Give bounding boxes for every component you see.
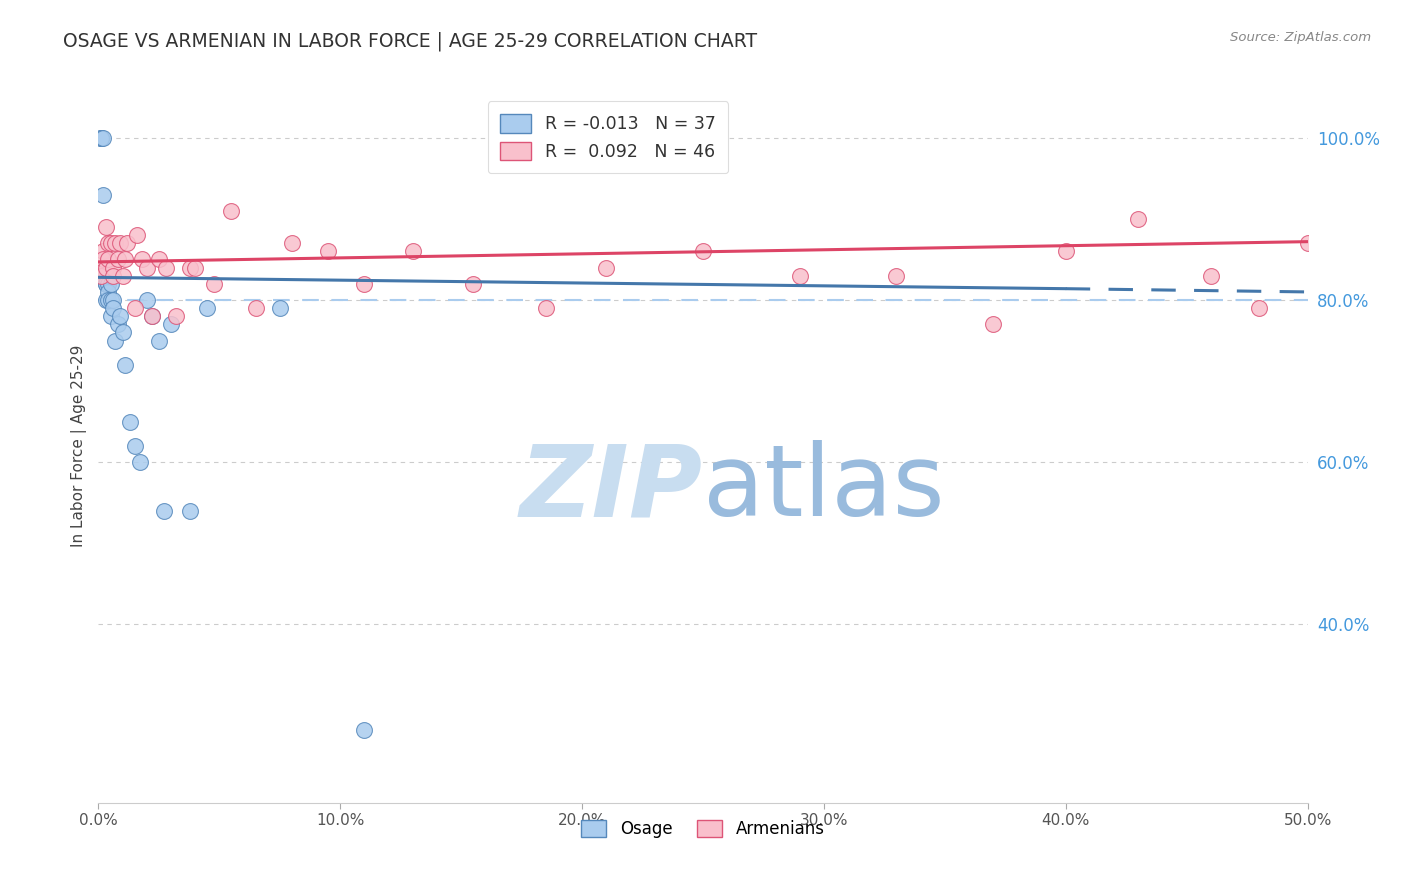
Point: [111, 326, 134, 340]
Point: [886, 268, 908, 283]
Point: [1296, 236, 1319, 251]
Point: [104, 334, 127, 348]
Point: [141, 310, 163, 324]
Point: [97, 293, 120, 307]
Point: [127, 228, 149, 243]
Point: [135, 293, 157, 307]
Point: [100, 277, 122, 291]
Point: [463, 277, 485, 291]
Point: [204, 277, 226, 291]
Point: [316, 244, 339, 259]
Point: [101, 293, 124, 307]
Legend: Osage, Armenians: Osage, Armenians: [571, 810, 835, 848]
Point: [981, 318, 1004, 332]
Point: [94, 277, 117, 291]
Point: [160, 318, 183, 332]
Point: [94, 277, 117, 291]
Point: [94, 293, 117, 307]
Point: [97, 277, 120, 291]
Point: [124, 301, 146, 315]
Point: [1054, 244, 1077, 259]
Point: [353, 723, 375, 737]
Point: [245, 301, 267, 315]
Point: [100, 268, 122, 283]
Point: [1199, 268, 1222, 283]
Point: [91, 268, 114, 283]
Point: [1128, 211, 1150, 226]
Point: [94, 260, 117, 275]
Point: [789, 268, 811, 283]
Text: atlas: atlas: [703, 441, 945, 537]
Point: [155, 260, 177, 275]
Y-axis label: In Labor Force | Age 25-29: In Labor Force | Age 25-29: [72, 345, 87, 547]
Point: [179, 260, 201, 275]
Point: [97, 236, 120, 251]
Point: [179, 504, 201, 518]
Point: [141, 310, 163, 324]
Point: [165, 310, 187, 324]
Point: [114, 358, 136, 372]
Point: [184, 260, 207, 275]
Point: [269, 301, 291, 315]
Point: [692, 244, 714, 259]
Point: [402, 244, 425, 259]
Point: [148, 252, 170, 267]
Point: [108, 236, 131, 251]
Point: [114, 252, 136, 267]
Point: [90, 268, 112, 283]
Point: [97, 285, 120, 299]
Point: [91, 252, 114, 267]
Point: [118, 415, 141, 429]
Point: [107, 252, 129, 267]
Point: [90, 131, 112, 145]
Point: [135, 260, 157, 275]
Point: [91, 268, 114, 283]
Point: [148, 334, 170, 348]
Point: [221, 203, 243, 218]
Point: [91, 244, 114, 259]
Point: [117, 236, 139, 251]
Text: OSAGE VS ARMENIAN IN LABOR FORCE | AGE 25-29 CORRELATION CHART: OSAGE VS ARMENIAN IN LABOR FORCE | AGE 2…: [63, 31, 758, 51]
Point: [90, 131, 112, 145]
Point: [97, 252, 120, 267]
Text: ZIP: ZIP: [520, 441, 703, 537]
Point: [101, 260, 124, 275]
Point: [595, 260, 617, 275]
Point: [195, 301, 218, 315]
Point: [100, 310, 122, 324]
Point: [100, 236, 122, 251]
Point: [281, 236, 304, 251]
Point: [107, 318, 129, 332]
Point: [90, 131, 112, 145]
Point: [91, 187, 114, 202]
Point: [124, 439, 146, 453]
Point: [104, 236, 127, 251]
Point: [101, 268, 124, 283]
Point: [108, 310, 131, 324]
Point: [534, 301, 557, 315]
Point: [101, 301, 124, 315]
Point: [111, 268, 134, 283]
Point: [94, 268, 117, 283]
Point: [128, 455, 150, 469]
Point: [152, 504, 174, 518]
Point: [353, 277, 375, 291]
Point: [94, 220, 117, 235]
Point: [131, 252, 153, 267]
Text: Source: ZipAtlas.com: Source: ZipAtlas.com: [1230, 31, 1371, 45]
Point: [90, 260, 112, 275]
Point: [1249, 301, 1271, 315]
Point: [100, 293, 122, 307]
Point: [91, 131, 114, 145]
